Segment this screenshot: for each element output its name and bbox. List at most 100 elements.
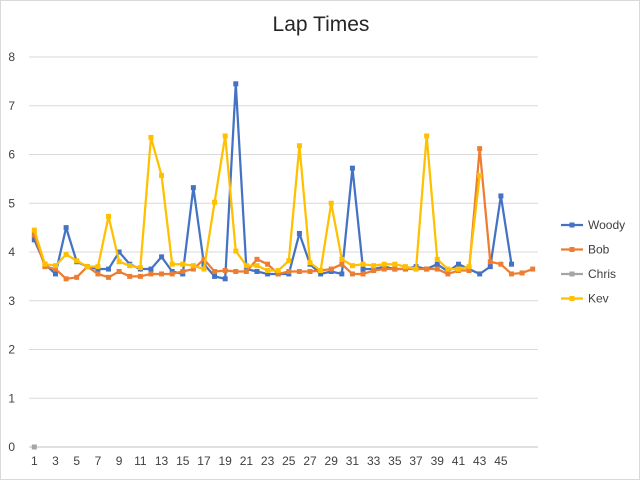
data-point-kev [148, 134, 154, 140]
data-point-bob [286, 269, 292, 274]
legend-item-woody: Woody [561, 218, 625, 232]
data-point-bob [307, 269, 313, 274]
y-tick-label: 0 [8, 440, 15, 454]
x-tick-label: 45 [494, 454, 508, 468]
data-point-kev [159, 172, 165, 178]
data-point-kev [424, 133, 430, 139]
data-point-bob [212, 269, 218, 274]
data-point-bob [254, 256, 260, 262]
data-point-kev [95, 264, 101, 270]
data-point-kev [42, 261, 48, 267]
data-point-woody [455, 261, 461, 267]
data-point-kev [466, 264, 472, 270]
data-point-bob [296, 269, 302, 274]
y-tick-label: 5 [8, 196, 15, 210]
legend-label: Bob [588, 243, 610, 257]
data-point-kev [254, 263, 260, 269]
data-point-bob [381, 266, 387, 272]
data-point-bob [74, 274, 80, 280]
x-tick-label: 3 [52, 454, 59, 468]
data-point-kev [222, 133, 228, 139]
data-point-woody [254, 269, 260, 274]
x-tick-label: 27 [303, 454, 317, 468]
data-point-woody [487, 264, 493, 270]
x-tick-label: 43 [473, 454, 487, 468]
data-point-kev [212, 199, 218, 205]
data-point-kev [190, 263, 196, 269]
data-point-bob [275, 271, 281, 277]
data-point-woody [53, 271, 59, 277]
data-point-bob [233, 269, 239, 274]
data-point-kev [265, 268, 271, 274]
data-point-woody [349, 165, 355, 171]
data-point-woody [222, 276, 228, 282]
data-point-woody [190, 185, 196, 191]
data-point-bob [424, 266, 430, 272]
legend-label: Kev [588, 292, 609, 306]
data-point-woody [148, 266, 154, 272]
data-point-kev [137, 265, 143, 271]
data-point-bob [190, 266, 196, 272]
data-point-bob [519, 270, 525, 276]
data-point-kev [349, 263, 355, 269]
data-point-kev [413, 266, 419, 272]
data-point-kev [318, 268, 324, 274]
data-point-bob [137, 273, 143, 279]
data-point-bob [371, 268, 377, 274]
data-point-bob [63, 276, 69, 282]
x-tick-label: 13 [155, 454, 169, 468]
data-point-bob [53, 266, 59, 272]
x-tick-label: 11 [134, 454, 147, 468]
y-tick-label: 2 [8, 343, 15, 357]
data-point-woody [508, 261, 514, 267]
data-point-bob [508, 271, 514, 277]
y-tick-label: 8 [8, 50, 15, 64]
legend-item-chris: Chris [561, 267, 616, 281]
data-point-bob [434, 266, 440, 272]
data-point-kev [402, 264, 408, 270]
data-point-bob [265, 261, 271, 267]
x-tick-label: 15 [176, 454, 190, 468]
legend-item-kev: Kev [561, 292, 609, 306]
x-tick-label: 35 [388, 454, 402, 468]
data-point-woody [106, 266, 112, 272]
data-point-bob [95, 271, 101, 277]
x-tick-label: 39 [431, 454, 445, 468]
y-tick-label: 3 [8, 294, 15, 308]
data-point-kev [116, 259, 122, 265]
data-point-bob [106, 274, 112, 280]
x-tick-label: 29 [325, 454, 339, 468]
data-point-kev [360, 261, 366, 267]
data-point-kev [434, 256, 440, 262]
data-point-bob [328, 266, 334, 272]
data-point-bob [466, 268, 472, 274]
data-point-bob [159, 271, 165, 277]
data-point-kev [445, 266, 451, 272]
y-tick-label: 6 [8, 148, 15, 162]
data-point-bob [498, 261, 504, 267]
data-point-kev [106, 213, 112, 219]
legend-label: Woody [588, 218, 625, 232]
data-point-kev [381, 261, 387, 267]
legend-swatch-marker [569, 296, 575, 301]
data-point-kev [84, 264, 90, 270]
data-point-kev [53, 263, 59, 269]
data-point-bob [339, 261, 345, 267]
data-point-woody [31, 237, 37, 243]
legend-label: Chris [588, 267, 616, 281]
x-tick-label: 1 [31, 454, 38, 468]
data-point-bob [477, 146, 483, 152]
data-point-kev [286, 258, 292, 264]
x-tick-label: 31 [346, 454, 360, 468]
y-tick-label: 7 [8, 99, 15, 113]
data-point-kev [307, 260, 313, 266]
data-point-kev [455, 266, 461, 272]
data-point-woody [360, 266, 366, 272]
data-point-kev [127, 263, 133, 269]
data-point-kev [63, 251, 69, 257]
data-point-bob [243, 269, 249, 274]
x-tick-label: 23 [261, 454, 275, 468]
data-point-kev [201, 266, 207, 272]
data-point-kev [243, 263, 249, 269]
